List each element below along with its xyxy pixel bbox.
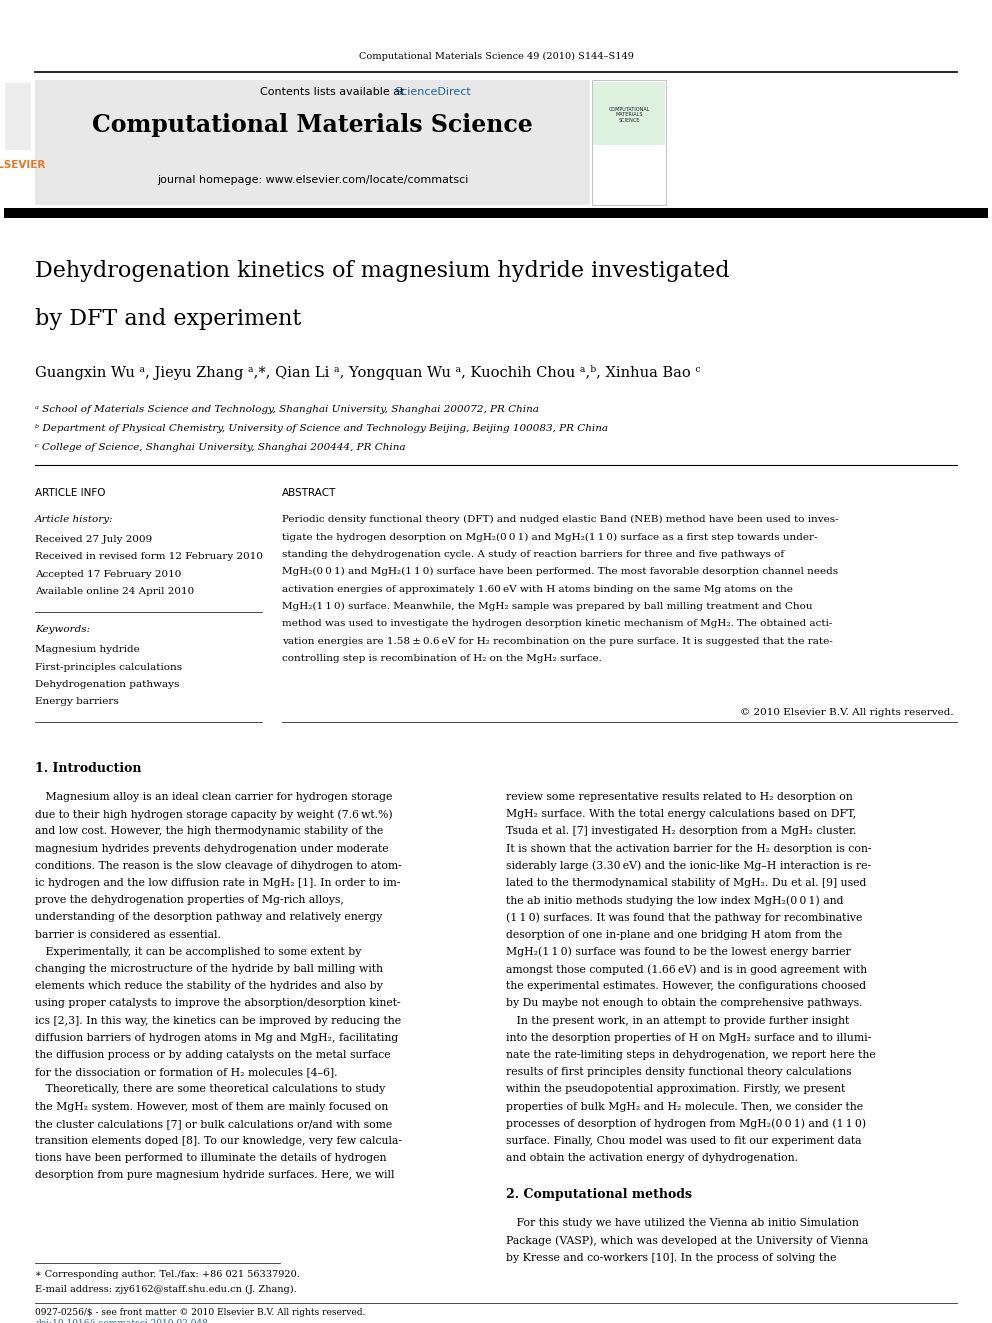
Text: © 2010 Elsevier B.V. All rights reserved.: © 2010 Elsevier B.V. All rights reserved… xyxy=(740,708,954,717)
Text: (1 1 0) surfaces. It was found that the pathway for recombinative: (1 1 0) surfaces. It was found that the … xyxy=(506,913,862,923)
Text: Received 27 July 2009: Received 27 July 2009 xyxy=(35,534,152,544)
Text: nate the rate-limiting steps in dehydrogenation, we report here the: nate the rate-limiting steps in dehydrog… xyxy=(506,1050,876,1060)
Text: journal homepage: www.elsevier.com/locate/commatsci: journal homepage: www.elsevier.com/locat… xyxy=(157,175,468,185)
Text: 0927-0256/$ - see front matter © 2010 Elsevier B.V. All rights reserved.: 0927-0256/$ - see front matter © 2010 El… xyxy=(35,1308,365,1316)
Text: ELSEVIER: ELSEVIER xyxy=(0,160,46,169)
Text: using proper catalysts to improve the absorption/desorption kinet-: using proper catalysts to improve the ab… xyxy=(35,999,401,1008)
Text: ᵇ Department of Physical Chemistry, University of Science and Technology Beijing: ᵇ Department of Physical Chemistry, Univ… xyxy=(35,423,608,433)
Text: desorption from pure magnesium hydride surfaces. Here, we will: desorption from pure magnesium hydride s… xyxy=(35,1171,395,1180)
Bar xyxy=(4,208,988,218)
Text: vation energies are 1.58 ± 0.6 eV for H₂ recombination on the pure surface. It i: vation energies are 1.58 ± 0.6 eV for H₂… xyxy=(282,636,832,646)
Text: the cluster calculations [7] or bulk calculations or/and with some: the cluster calculations [7] or bulk cal… xyxy=(35,1119,392,1129)
Text: prove the dehydrogenation properties of Mg-rich alloys,: prove the dehydrogenation properties of … xyxy=(35,896,344,905)
Text: processes of desorption of hydrogen from MgH₂(0 0 1) and (1 1 0): processes of desorption of hydrogen from… xyxy=(506,1119,866,1130)
Bar xyxy=(4,79,34,205)
Text: In the present work, in an attempt to provide further insight: In the present work, in an attempt to pr… xyxy=(506,1016,849,1025)
Text: ᶜ College of Science, Shanghai University, Shanghai 200444, PR China: ᶜ College of Science, Shanghai Universit… xyxy=(35,443,406,452)
Text: Theoretically, there are some theoretical calculations to study: Theoretically, there are some theoretica… xyxy=(35,1085,385,1094)
Text: within the pseudopotential approximation. Firstly, we present: within the pseudopotential approximation… xyxy=(506,1085,845,1094)
Text: by Du maybe not enough to obtain the comprehensive pathways.: by Du maybe not enough to obtain the com… xyxy=(506,999,862,1008)
Text: ∗ Corresponding author. Tel./fax: +86 021 56337920.: ∗ Corresponding author. Tel./fax: +86 02… xyxy=(35,1270,300,1279)
Text: Periodic density functional theory (DFT) and nudged elastic Band (NEB) method ha: Periodic density functional theory (DFT)… xyxy=(282,515,838,524)
Text: method was used to investigate the hydrogen desorption kinetic mechanism of MgH₂: method was used to investigate the hydro… xyxy=(282,619,832,628)
Text: properties of bulk MgH₂ and H₂ molecule. Then, we consider the: properties of bulk MgH₂ and H₂ molecule.… xyxy=(506,1102,863,1111)
Text: ic hydrogen and the low diffusion rate in MgH₂ [1]. In order to im-: ic hydrogen and the low diffusion rate i… xyxy=(35,878,401,888)
Text: diffusion barriers of hydrogen atoms in Mg and MgH₂, facilitating: diffusion barriers of hydrogen atoms in … xyxy=(35,1033,398,1043)
Text: Guangxin Wu ᵃ, Jieyu Zhang ᵃ,*, Qian Li ᵃ, Yongquan Wu ᵃ, Kuochih Chou ᵃ,ᵇ, Xinh: Guangxin Wu ᵃ, Jieyu Zhang ᵃ,*, Qian Li … xyxy=(35,365,700,380)
Text: standing the dehydrogenation cycle. A study of reaction barriers for three and f: standing the dehydrogenation cycle. A st… xyxy=(282,550,784,558)
Text: amongst those computed (1.66 eV) and is in good agreement with: amongst those computed (1.66 eV) and is … xyxy=(506,964,867,975)
Text: and obtain the activation energy of dyhydrogenation.: and obtain the activation energy of dyhy… xyxy=(506,1154,798,1163)
Text: For this study we have utilized the Vienna ab initio Simulation: For this study we have utilized the Vien… xyxy=(506,1218,859,1228)
Text: ARTICLE INFO: ARTICLE INFO xyxy=(35,488,105,497)
Text: COMPUTATIONAL
MATERIALS
SCIENCE: COMPUTATIONAL MATERIALS SCIENCE xyxy=(608,107,650,123)
Text: 2. Computational methods: 2. Computational methods xyxy=(506,1188,692,1201)
Text: Received in revised form 12 February 2010: Received in revised form 12 February 201… xyxy=(35,553,263,561)
Text: tions have been performed to illuminate the details of hydrogen: tions have been performed to illuminate … xyxy=(35,1154,387,1163)
Text: ics [2,3]. In this way, the kinetics can be improved by reducing the: ics [2,3]. In this way, the kinetics can… xyxy=(35,1016,401,1025)
Text: ᵃ School of Materials Science and Technology, Shanghai University, Shanghai 2000: ᵃ School of Materials Science and Techno… xyxy=(35,405,539,414)
Text: surface. Finally, Chou model was used to fit our experiment data: surface. Finally, Chou model was used to… xyxy=(506,1136,861,1146)
Text: Computational Materials Science: Computational Materials Science xyxy=(92,112,533,138)
Text: the diffusion process or by adding catalysts on the metal surface: the diffusion process or by adding catal… xyxy=(35,1050,391,1060)
Text: E-mail address: zjy6162@staff.shu.edu.cn (J. Zhang).: E-mail address: zjy6162@staff.shu.edu.cn… xyxy=(35,1285,297,1294)
Text: MgH₂(0 0 1) and MgH₂(1 1 0) surface have been performed. The most favorable deso: MgH₂(0 0 1) and MgH₂(1 1 0) surface have… xyxy=(282,568,838,577)
Text: Tsuda et al. [7] investigated H₂ desorption from a MgH₂ cluster.: Tsuda et al. [7] investigated H₂ desorpt… xyxy=(506,827,856,836)
Text: elements which reduce the stability of the hydrides and also by: elements which reduce the stability of t… xyxy=(35,982,383,991)
Text: and low cost. However, the high thermodynamic stability of the: and low cost. However, the high thermody… xyxy=(35,827,383,836)
Text: Dehydrogenation kinetics of magnesium hydride investigated: Dehydrogenation kinetics of magnesium hy… xyxy=(35,261,730,282)
Text: First-principles calculations: First-principles calculations xyxy=(35,663,183,672)
Text: review some representative results related to H₂ desorption on: review some representative results relat… xyxy=(506,792,853,802)
Text: It is shown that the activation barrier for the H₂ desorption is con-: It is shown that the activation barrier … xyxy=(506,844,872,853)
Text: the MgH₂ system. However, most of them are mainly focused on: the MgH₂ system. However, most of them a… xyxy=(35,1102,388,1111)
Text: desorption of one in-plane and one bridging H atom from the: desorption of one in-plane and one bridg… xyxy=(506,930,842,939)
Text: Energy barriers: Energy barriers xyxy=(35,697,119,706)
Text: Magnesium hydride: Magnesium hydride xyxy=(35,646,140,654)
Text: results of first principles density functional theory calculations: results of first principles density func… xyxy=(506,1068,851,1077)
Text: transition elements doped [8]. To our knowledge, very few calcula-: transition elements doped [8]. To our kn… xyxy=(35,1136,402,1146)
Text: due to their high hydrogen storage capacity by weight (7.6 wt.%): due to their high hydrogen storage capac… xyxy=(35,810,393,820)
Text: Keywords:: Keywords: xyxy=(35,624,90,634)
Text: the ab initio methods studying the low index MgH₂(0 0 1) and: the ab initio methods studying the low i… xyxy=(506,896,843,906)
Text: barrier is considered as essential.: barrier is considered as essential. xyxy=(35,930,221,939)
Text: Computational Materials Science 49 (2010) S144–S149: Computational Materials Science 49 (2010… xyxy=(358,52,634,61)
Text: tigate the hydrogen desorption on MgH₂(0 0 1) and MgH₂(1 1 0) surface as a first: tigate the hydrogen desorption on MgH₂(0… xyxy=(282,532,817,541)
Text: lated to the thermodynamical stability of MgH₂. Du et al. [9] used: lated to the thermodynamical stability o… xyxy=(506,878,866,888)
Text: Magnesium alloy is an ideal clean carrier for hydrogen storage: Magnesium alloy is an ideal clean carrie… xyxy=(35,792,393,802)
Text: by Kresse and co-workers [10]. In the process of solving the: by Kresse and co-workers [10]. In the pr… xyxy=(506,1253,836,1262)
Text: activation energies of approximately 1.60 eV with H atoms binding on the same Mg: activation energies of approximately 1.6… xyxy=(282,585,793,594)
Text: Article history:: Article history: xyxy=(35,515,114,524)
Text: Package (VASP), which was developed at the University of Vienna: Package (VASP), which was developed at t… xyxy=(506,1236,868,1246)
Text: for the dissociation or formation of H₂ molecules [4–6].: for the dissociation or formation of H₂ … xyxy=(35,1068,337,1077)
Bar xyxy=(592,79,666,205)
Text: into the desorption properties of H on MgH₂ surface and to illumi-: into the desorption properties of H on M… xyxy=(506,1033,871,1043)
Text: controlling step is recombination of H₂ on the MgH₂ surface.: controlling step is recombination of H₂ … xyxy=(282,654,602,663)
Text: magnesium hydrides prevents dehydrogenation under moderate: magnesium hydrides prevents dehydrogenat… xyxy=(35,844,389,853)
Text: MgH₂(1 1 0) surface. Meanwhile, the MgH₂ sample was prepared by ball milling tre: MgH₂(1 1 0) surface. Meanwhile, the MgH₂… xyxy=(282,602,812,611)
Text: MgH₂(1 1 0) surface was found to be the lowest energy barrier: MgH₂(1 1 0) surface was found to be the … xyxy=(506,947,851,958)
Text: understanding of the desorption pathway and relatively energy: understanding of the desorption pathway … xyxy=(35,913,382,922)
Text: Dehydrogenation pathways: Dehydrogenation pathways xyxy=(35,680,180,689)
Text: Experimentally, it can be accomplished to some extent by: Experimentally, it can be accomplished t… xyxy=(35,947,361,957)
Bar xyxy=(5,83,31,149)
Text: 1. Introduction: 1. Introduction xyxy=(35,762,142,775)
Text: siderably large (3.30 eV) and the ionic-like Mg–H interaction is re-: siderably large (3.30 eV) and the ionic-… xyxy=(506,861,871,872)
FancyBboxPatch shape xyxy=(35,79,590,205)
Text: ABSTRACT: ABSTRACT xyxy=(282,488,336,497)
Text: Accepted 17 February 2010: Accepted 17 February 2010 xyxy=(35,570,182,579)
Text: Available online 24 April 2010: Available online 24 April 2010 xyxy=(35,587,194,597)
Text: by DFT and experiment: by DFT and experiment xyxy=(35,308,302,329)
Text: Contents lists available at: Contents lists available at xyxy=(260,87,408,97)
Bar xyxy=(593,82,665,146)
Text: ScienceDirect: ScienceDirect xyxy=(395,87,471,97)
Text: conditions. The reason is the slow cleavage of dihydrogen to atom-: conditions. The reason is the slow cleav… xyxy=(35,861,402,871)
Text: doi:10.1016/j.commatsci.2010.02.048: doi:10.1016/j.commatsci.2010.02.048 xyxy=(35,1319,208,1323)
Text: changing the microstructure of the hydride by ball milling with: changing the microstructure of the hydri… xyxy=(35,964,383,974)
Text: the experimental estimates. However, the configurations choosed: the experimental estimates. However, the… xyxy=(506,982,866,991)
Text: MgH₂ surface. With the total energy calculations based on DFT,: MgH₂ surface. With the total energy calc… xyxy=(506,810,856,819)
